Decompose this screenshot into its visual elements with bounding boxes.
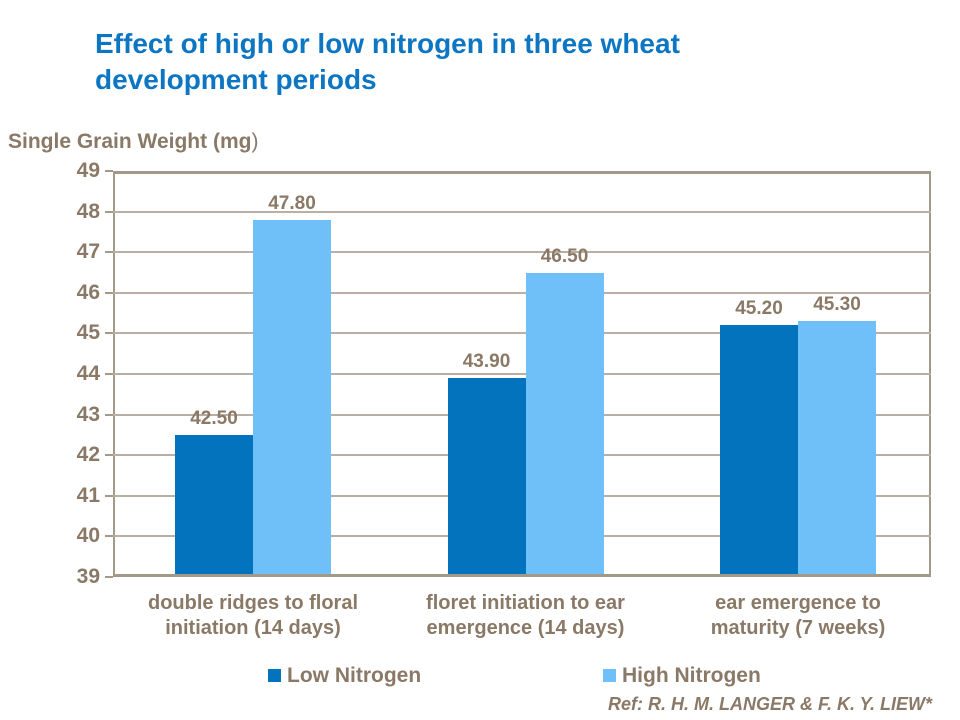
bar-high-nitrogen xyxy=(525,272,604,574)
bar-low-nitrogen xyxy=(447,378,526,574)
y-axis-tick xyxy=(105,494,113,497)
x-axis-category-line: emergence (14 days) xyxy=(426,617,625,639)
x-axis-category-label: ear emergence to maturity (7 weeks) xyxy=(643,591,953,641)
page-title: Effect of high or low nitrogen in three … xyxy=(95,26,680,98)
y-axis-tick xyxy=(105,413,113,416)
y-axis-tick-label: 39 xyxy=(76,565,100,588)
gridline xyxy=(113,251,931,254)
bar-value-label: 45.30 xyxy=(813,294,861,316)
y-axis-tick-label: 40 xyxy=(76,524,100,548)
bar-value-label: 46.50 xyxy=(540,245,589,267)
gridline xyxy=(113,210,931,213)
x-axis-category-label: double ridges to floral initiation (14 da… xyxy=(98,591,408,641)
bar-value-label: 47.80 xyxy=(268,192,316,214)
y-axis-tick xyxy=(105,576,113,578)
y-axis-tick xyxy=(105,170,113,172)
bar-value-label: 42.50 xyxy=(190,407,238,429)
y-axis-title-paren: ) xyxy=(251,130,259,153)
bar-high-nitrogen xyxy=(798,321,876,574)
y-axis-tick-label: 49 xyxy=(76,159,100,182)
y-axis-tick-label: 41 xyxy=(76,483,100,507)
x-axis-category-line: ear emergence to xyxy=(715,592,881,614)
x-axis-category-line: double ridges to floral xyxy=(147,592,358,614)
bar-low-nitrogen xyxy=(175,434,253,574)
y-axis-tick-label: 47 xyxy=(76,240,100,264)
y-axis-tick xyxy=(105,535,113,538)
y-axis-tick-label: 48 xyxy=(76,199,100,223)
y-axis-title: Single Grain Weight (mg) xyxy=(8,130,258,154)
y-axis-tick-label: 45 xyxy=(76,321,100,345)
page-title-line-1: Effect of high or low nitrogen in three … xyxy=(95,28,680,59)
y-axis-tick xyxy=(105,291,113,294)
y-axis-tick xyxy=(105,251,113,254)
legend-marker-high-nitrogen xyxy=(603,669,616,682)
bar-value-label: 45.20 xyxy=(735,298,783,320)
y-axis-tick-label: 43 xyxy=(76,402,100,426)
legend-marker-low-nitrogen xyxy=(268,669,281,682)
gridline xyxy=(113,291,931,294)
x-axis-category-line: maturity (7 weeks) xyxy=(710,617,886,639)
gridline xyxy=(113,332,931,335)
bar-high-nitrogen xyxy=(253,219,331,574)
x-axis-category-label: floret initiation to ear emergence (14 da… xyxy=(371,591,681,641)
bar-value-label: 43.90 xyxy=(462,351,511,373)
bar-low-nitrogen xyxy=(720,325,798,574)
y-axis-tick xyxy=(105,332,113,335)
y-axis-tick xyxy=(105,373,113,375)
x-axis-category-line: floret initiation to ear xyxy=(426,592,625,614)
y-axis-tick-label: 42 xyxy=(76,443,100,467)
y-axis-tick-label: 46 xyxy=(76,280,100,304)
y-axis-tick xyxy=(105,454,113,457)
y-axis-tick xyxy=(105,210,113,213)
gridline xyxy=(113,373,931,375)
reference-citation: Ref: R. H. M. LANGER & F. K. Y. LIEW* xyxy=(607,694,932,714)
y-axis-title-main: Single Grain Weight (mg xyxy=(8,130,252,153)
y-axis-tick-label: 44 xyxy=(76,362,100,385)
legend-label-high-nitrogen: High Nitrogen xyxy=(622,664,761,687)
legend-label-low-nitrogen: Low Nitrogen xyxy=(287,664,422,687)
page-title-line-2: development periods xyxy=(95,64,377,95)
x-axis-category-line: initiation (14 days) xyxy=(165,617,341,639)
